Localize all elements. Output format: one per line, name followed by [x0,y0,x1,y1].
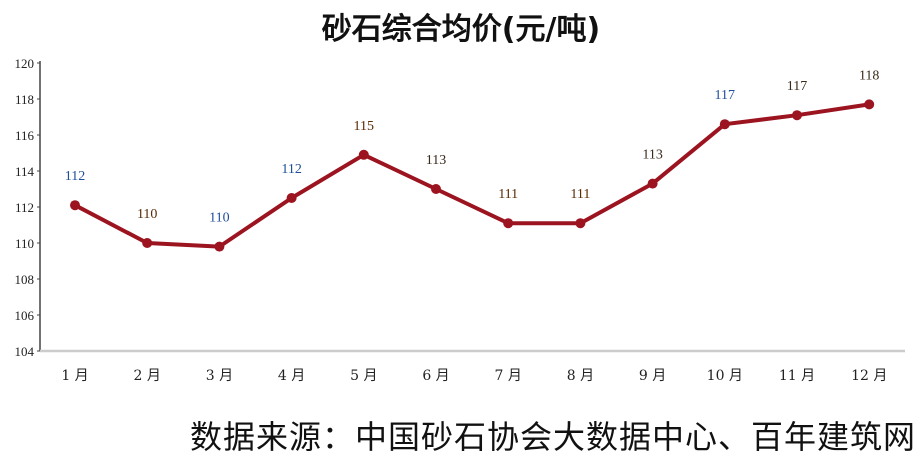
data-point [792,110,802,121]
y-tick-label: 120 [15,56,35,71]
data-label: 115 [354,119,374,134]
data-label: 110 [137,207,157,222]
x-tick-label: 11 月 [779,368,815,384]
chart-title: 砂石综合均价(元/吨) [321,12,601,47]
x-tick-label: 9 月 [639,368,666,384]
y-tick-label: 108 [15,272,35,287]
data-label: 118 [859,68,879,83]
data-label: 113 [642,148,662,163]
data-point [214,241,225,252]
data-point [864,99,875,110]
data-label: 117 [787,79,807,94]
data-label: 113 [426,153,446,168]
data-label: 112 [281,162,301,177]
data-point [503,218,514,229]
x-tick-label: 4 月 [278,368,305,384]
data-point [142,238,153,248]
data-point [286,193,297,203]
y-tick-label: 118 [15,92,34,107]
data-label: 111 [570,187,590,202]
x-tick-label: 6 月 [422,368,449,384]
x-tick-label: 12 月 [851,368,887,384]
x-tick-label: 3 月 [206,368,233,384]
data-point [647,178,658,189]
source-note: 数据来源：中国砂石协会大数据中心、百年建筑网 [189,418,916,456]
x-tick-label: 8 月 [567,368,594,384]
y-tick-label: 106 [15,308,35,323]
x-tick-label: 5 月 [350,368,377,384]
data-label: 110 [209,211,229,226]
data-point [70,200,80,211]
line-chart: 104 106 108 110 112 114 116 118 120 1 月 2 月 3 月 4 月 5… [15,56,905,384]
x-tick-label: 1 月 [61,368,88,384]
data-point [575,218,586,229]
y-tick-label: 112 [15,200,34,215]
data-point [719,119,730,130]
y-tick-label: 104 [15,344,35,359]
series-line [74,102,870,249]
x-tick-label: 10 月 [707,368,743,384]
data-label: 112 [65,169,85,184]
y-tick-label: 114 [15,164,35,179]
data-label: 117 [715,88,735,103]
data-point [358,149,369,160]
x-tick-label: 2 月 [134,368,161,384]
y-tick-label: 116 [15,128,35,143]
data-label: 111 [498,187,518,202]
data-point [431,184,441,194]
x-tick-label: 7 月 [495,368,522,384]
y-tick-label: 110 [15,236,34,251]
